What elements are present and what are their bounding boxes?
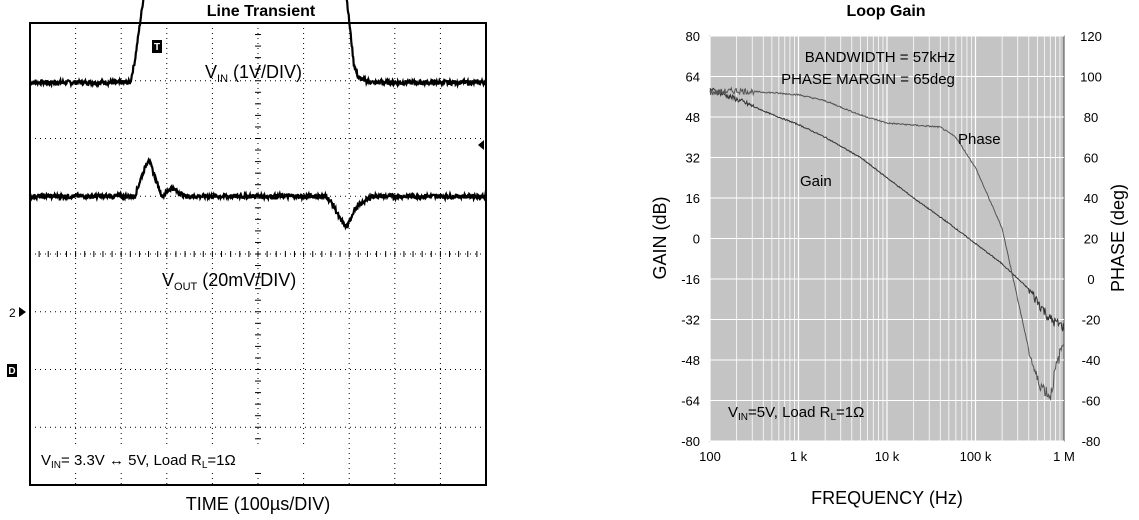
chart-title: Loop Gain xyxy=(846,3,925,20)
channel-2-marker: 2 xyxy=(9,306,16,320)
phase-tick-label: -40 xyxy=(1082,353,1101,368)
phase-tick-label: -20 xyxy=(1082,313,1101,328)
frequency-tick-label: 1 k xyxy=(790,449,808,464)
x-axis-title: FREQUENCY (Hz) xyxy=(811,488,963,508)
channel-2-arrow xyxy=(19,307,26,317)
gain-curve xyxy=(709,87,1065,332)
frequency-axis-ticks: 100 1 k 10 k 100 k 1 M xyxy=(699,449,1075,464)
gain-tick-label: 64 xyxy=(686,70,700,85)
phase-tick-label: 0 xyxy=(1087,272,1094,287)
condition-annotation: VIN=5V, Load RL=1Ω xyxy=(728,404,864,423)
gain-tick-label: 0 xyxy=(693,232,700,247)
trigger-marker-label: T xyxy=(154,42,160,53)
y2-axis-title: PHASE (deg) xyxy=(1108,184,1128,292)
chart-title: Line Transient xyxy=(207,3,316,20)
bode-traces xyxy=(709,86,1065,401)
phase-curve-label: Phase xyxy=(958,131,1001,148)
condition-annotation: VIN= 3.3V ↔ 5V, Load RL=1Ω xyxy=(41,452,236,471)
y-axis-title: GAIN (dB) xyxy=(650,196,670,279)
gain-tick-label: -32 xyxy=(681,313,700,328)
phase-tick-label: -60 xyxy=(1082,394,1101,409)
vout-trace xyxy=(28,156,488,231)
gain-axis-ticks: 80 64 48 32 16 0 -16 -32 -48 -64 -80 xyxy=(681,29,700,449)
gain-curve-label: Gain xyxy=(800,173,832,190)
vin-series-label: VIN (1V/DIV) xyxy=(205,62,302,85)
phase-tick-label: 20 xyxy=(1084,232,1098,247)
vout-series-label: VOUT (20mV/DIV) xyxy=(162,270,296,293)
trigger-level-arrow xyxy=(478,140,484,150)
frequency-tick-label: 100 xyxy=(699,449,721,464)
gain-tick-label: -16 xyxy=(681,272,700,287)
phase-tick-label: 60 xyxy=(1084,151,1098,166)
phase-tick-label: 40 xyxy=(1084,191,1098,206)
d-marker: D xyxy=(7,364,17,377)
phase-tick-label: 80 xyxy=(1084,110,1098,125)
scope-grid xyxy=(29,22,487,486)
gain-tick-label: -64 xyxy=(681,394,700,409)
bode-grid xyxy=(709,35,1064,442)
phase-tick-label: 120 xyxy=(1080,29,1102,44)
bandwidth-annotation: BANDWIDTH = 57kHz xyxy=(805,49,955,66)
x-axis-title: TIME (100µs/DIV) xyxy=(186,494,330,514)
phase-axis-ticks: 120 100 80 60 40 20 0 -20 -40 -60 -80 xyxy=(1080,29,1102,449)
loop-gain-chart: Loop Gain 80 64 48 32 16 0 -16 -32 -48 -64 -80 120… xyxy=(650,3,1128,508)
phase-curve xyxy=(709,86,1065,401)
frequency-tick-label: 10 k xyxy=(875,449,900,464)
d-marker-label: D xyxy=(8,366,15,377)
condition-bg xyxy=(36,446,326,472)
frequency-tick-label: 1 M xyxy=(1053,449,1075,464)
phase-tick-label: 100 xyxy=(1080,70,1102,85)
gain-tick-label: 80 xyxy=(686,29,700,44)
gain-tick-label: -80 xyxy=(681,434,700,449)
gain-tick-label: 32 xyxy=(686,151,700,166)
gain-tick-label: 16 xyxy=(686,191,700,206)
phase-tick-label: -80 xyxy=(1082,434,1101,449)
line-transient-chart: Line Transient T 2 D VIN (1V/DIV) VOUT (… xyxy=(7,0,488,514)
scope-traces xyxy=(28,0,488,231)
frequency-tick-label: 100 k xyxy=(960,449,992,464)
phase-margin-annotation: PHASE MARGIN = 65deg xyxy=(781,71,955,88)
gain-tick-label: -48 xyxy=(681,353,700,368)
trigger-marker: T xyxy=(152,40,162,53)
gain-tick-label: 48 xyxy=(686,110,700,125)
vin-trace xyxy=(29,0,487,89)
